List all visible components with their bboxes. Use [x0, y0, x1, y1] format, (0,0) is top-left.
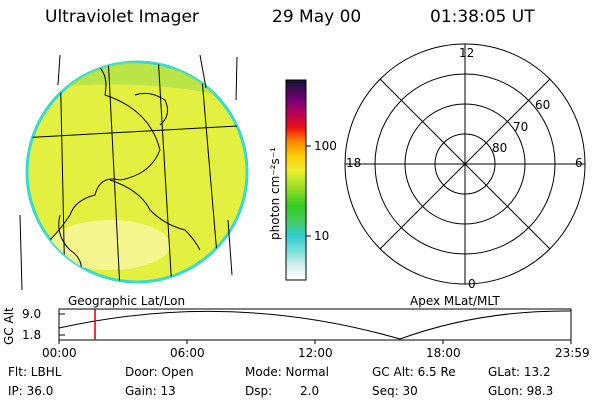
instrument-title: Ultraviolet Imager: [45, 7, 199, 27]
status-gain: Gain: 13: [125, 384, 176, 398]
status-door: Door: Open: [125, 365, 194, 379]
date-label: 29 May 00: [272, 7, 362, 27]
status-ip: IP: 36.0: [8, 384, 54, 398]
mlt-label-6: 6: [575, 156, 583, 170]
time-label: 01:38:05 UT: [430, 7, 535, 27]
timeline-xtick-1800: 18:00: [426, 346, 461, 360]
mlt-label-12: 12: [459, 46, 475, 60]
status-seq: Seq: 30: [372, 384, 418, 398]
earth-image: [25, 60, 249, 284]
timeline-ylabel: GC Alt: [2, 307, 16, 345]
mlat-label-70: 70: [513, 120, 529, 134]
colorbar: [285, 79, 311, 281]
mlat-label-80: 80: [492, 141, 508, 155]
status-dsp-label: Dsp:: [245, 384, 273, 398]
status-mode: Mode: Normal: [245, 365, 329, 379]
timeline-xtick-0600: 06:00: [170, 346, 205, 360]
status-glon: GLon: 98.3: [488, 384, 554, 398]
status-filter: Flt: LBHL: [8, 365, 62, 379]
grid-overhang: [19, 54, 238, 291]
colorbar-tick-10: 10: [314, 229, 330, 243]
status-gc-alt: GC Alt: 6.5 Re: [372, 365, 456, 379]
colorbar-unit-label: photon cm⁻²s⁻¹: [268, 147, 282, 240]
mlt-label-18: 18: [346, 156, 362, 170]
status-glat: GLat: 13.2: [488, 365, 551, 379]
timeline-xtick-2359: 23:59: [555, 346, 590, 360]
status-dsp-value: 2.0: [300, 384, 320, 398]
timeline-panel: [58, 308, 572, 344]
timeline-xtick-0000: 00:00: [42, 346, 77, 360]
polar-plot: [344, 43, 586, 285]
mlt-label-0: 0: [468, 277, 476, 291]
timeline-ytick-low: 1.8: [22, 328, 42, 342]
mlat-label-60: 60: [535, 98, 551, 112]
colorbar-tick-100: 100: [314, 139, 337, 153]
apex-caption: Apex MLat/MLT: [410, 294, 500, 308]
geographic-caption: Geographic Lat/Lon: [68, 294, 186, 308]
timeline-ytick-high: 9.0: [22, 307, 42, 321]
timeline-xtick-1200: 12:00: [298, 346, 333, 360]
